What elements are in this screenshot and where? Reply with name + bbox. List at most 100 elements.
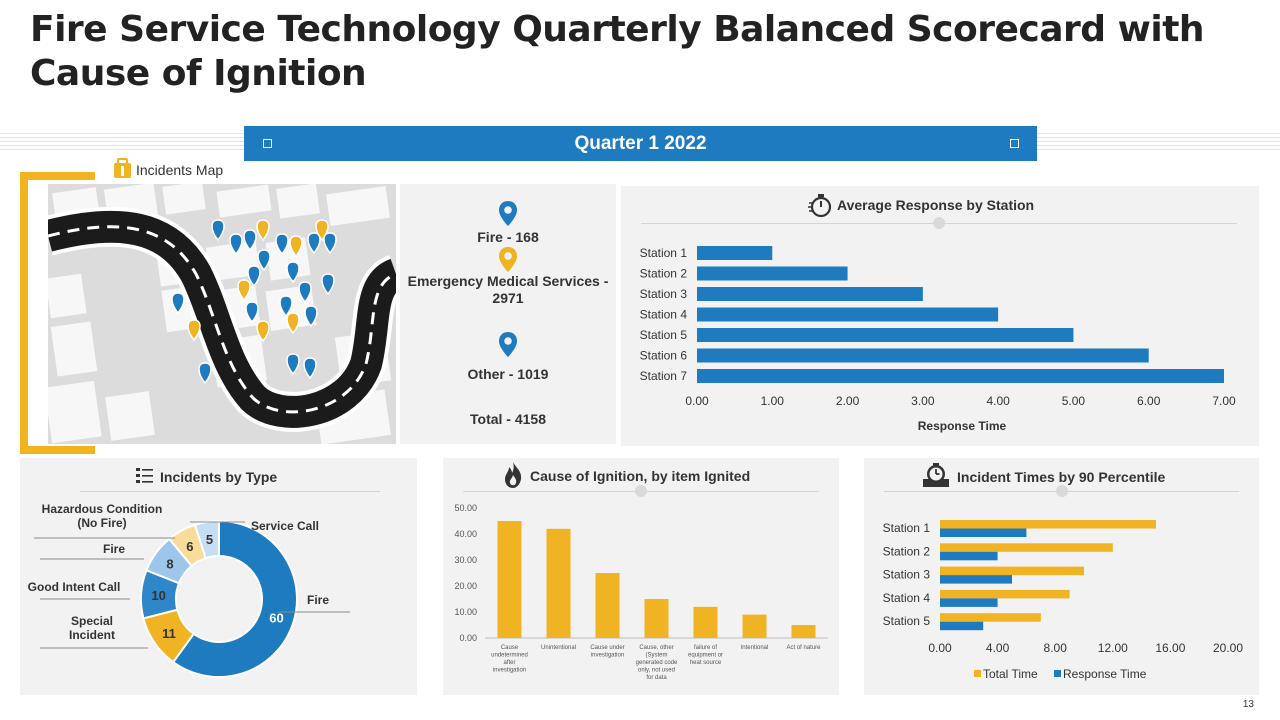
avg-response-bar: [697, 348, 1149, 363]
times-bar: [940, 566, 1084, 576]
times-tick-label: 12.00: [1098, 641, 1128, 655]
times-tick-label: 20.00: [1213, 641, 1243, 655]
cause-category-label: Cause undetermined after investigation: [491, 645, 528, 674]
cause-bar: [791, 625, 816, 638]
donut-value-label: 6: [186, 539, 193, 554]
map-pin-icon: [243, 229, 257, 252]
avg-tick-label: 2.00: [836, 394, 860, 408]
avg-category-label: Station 6: [640, 349, 688, 363]
times-bar: [940, 543, 1113, 552]
avg-tick-label: 1.00: [761, 394, 785, 408]
map-pin-icon: [257, 249, 271, 272]
cause-bar: [742, 614, 767, 638]
avg-response-bar: [697, 266, 848, 281]
cause-tick-label: 40.00: [454, 529, 477, 539]
banner-left-square-icon: [263, 139, 272, 148]
cause-dot: [635, 485, 647, 497]
flame-icon: [505, 462, 522, 488]
other-count: Other - 1019: [467, 366, 549, 382]
times-category-label: Station 1: [883, 521, 931, 535]
incidents-map-label: Incidents Map: [136, 162, 224, 178]
avg-category-label: Station 4: [640, 308, 688, 322]
map-pin-icon: [286, 312, 300, 335]
map-pin-icon: [279, 295, 293, 318]
cause-bar: [497, 521, 522, 638]
cause-of-ignition-chart: 0.00 10.00 20.00 30.00 40.00 50.00 Cause undete…: [454, 503, 828, 681]
avg-response-panel: Average Response by Station Station 1 Sta…: [621, 186, 1259, 446]
map-pin-icon: [286, 261, 300, 284]
donut-category-label: Fire: [103, 542, 125, 556]
avg-category-label: Station 1: [640, 246, 688, 260]
alarm-clock-icon: [923, 463, 949, 487]
incident-times-dot: [1056, 485, 1068, 497]
donut-category-label: Good Intent Call: [28, 580, 121, 594]
donut-category-label: Hazardous Condition: [42, 502, 163, 516]
donut-value-label: 11: [162, 626, 176, 641]
avg-category-label: Station 5: [640, 328, 688, 342]
times-tick-label: 16.00: [1155, 641, 1185, 655]
cause-bar: [644, 599, 669, 638]
map-pin-icon: [245, 301, 259, 324]
donut-slice: [193, 519, 220, 560]
map-pin-icon: [289, 235, 303, 258]
avg-axis-title: Response Time: [918, 419, 1007, 433]
avg-response-dot: [933, 217, 945, 229]
map-pin-icon: [198, 362, 212, 385]
donut-value-label: 60: [269, 611, 283, 626]
avg-response-bar: [697, 307, 999, 322]
incident-stats-panel: Fire - 168 Emergency Medical Services - …: [400, 184, 616, 444]
banner-right-square-icon: [1010, 139, 1019, 148]
times-bar: [940, 528, 1027, 537]
times-category-label: Station 2: [883, 544, 931, 558]
cause-of-ignition-panel: Cause of Ignition, by item Ignited 0.00 1…: [443, 458, 839, 695]
map-pin-icon: [229, 233, 243, 256]
incident-times-panel: Incident Times by 90 Percentile Station …: [864, 458, 1259, 695]
donut-category-label: (No Fire): [77, 516, 126, 530]
times-category-label: Station 5: [883, 614, 931, 628]
avg-tick-label: 5.00: [1062, 394, 1086, 408]
cause-category-label: Cause, other (System generated code only, n…: [636, 645, 678, 681]
map-pin-icon: [247, 265, 261, 288]
map-pin-icon: [187, 319, 201, 342]
cause-category-label: failure of equipment or heat source: [688, 645, 723, 666]
cause-bar: [546, 528, 571, 638]
avg-tick-label: 7.00: [1212, 394, 1236, 408]
times-bar: [940, 551, 998, 561]
times-bar: [940, 575, 1012, 584]
avg-category-label: Station 3: [640, 287, 688, 301]
avg-tick-label: 4.00: [986, 394, 1010, 408]
map-book-icon: [114, 158, 131, 178]
cause-category-label: Act of nature: [786, 645, 821, 651]
cause-tick-label: 30.00: [454, 555, 477, 565]
times-bar: [940, 598, 998, 607]
times-category-label: Station 4: [883, 591, 931, 605]
times-tick-label: 8.00: [1044, 641, 1068, 655]
list-icon: [136, 468, 153, 483]
stopwatch-icon: [808, 194, 832, 218]
avg-tick-label: 3.00: [911, 394, 935, 408]
map-pin-icon: [275, 233, 289, 256]
ems-count: Emergency Medical Services - 2971: [407, 273, 609, 306]
avg-response-bar: [697, 328, 1074, 342]
cause-category-label: Intentional: [741, 645, 769, 651]
fire-location-pin-icon: [499, 201, 517, 226]
map-pin-icon: [303, 357, 317, 380]
donut-value-label: 8: [166, 556, 173, 571]
times-legend-label: Total Time: [983, 667, 1038, 681]
map-pin-icon: [256, 320, 270, 343]
cause-tick-label: 20.00: [454, 581, 477, 591]
map-pin-icon: [237, 279, 251, 302]
times-tick-label: 4.00: [986, 641, 1010, 655]
times-category-label: Station 3: [883, 568, 931, 582]
map-pin-icon: [307, 232, 321, 255]
incidents-map: [48, 184, 396, 444]
ems-location-pin-icon: [499, 247, 517, 272]
quarter-banner: Quarter 1 2022: [244, 126, 1037, 161]
cause-bar: [595, 573, 620, 638]
incidents-by-type-divider: [80, 491, 380, 492]
times-tick-label: 0.00: [928, 641, 952, 655]
incidents-by-type-panel: Incidents by Type 60 11 10 8 6 5 Fire Special In…: [20, 458, 417, 695]
avg-response-bar: [697, 246, 773, 260]
map-pin-icon: [323, 232, 337, 255]
